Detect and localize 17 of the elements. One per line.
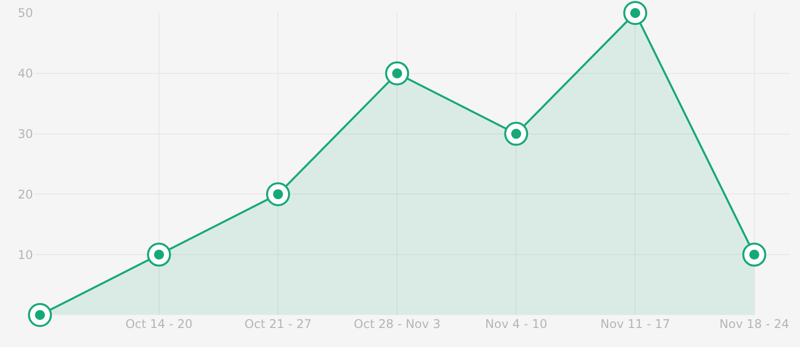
y-tick-label: 10 [18, 248, 33, 262]
y-tick-label: 40 [18, 66, 33, 81]
y-tick-label: 30 [18, 127, 33, 141]
point [147, 242, 172, 267]
x-tick-label: Nov 4 - 10 [485, 317, 548, 331]
point [504, 122, 528, 146]
point [266, 182, 290, 206]
x-tick-label: Nov 18 - 24 [719, 317, 790, 331]
x-tick-label: Oct 21 - 27 [244, 317, 312, 331]
x-tick-label: Oct 28 - Nov 3 [354, 317, 440, 331]
x-tick-label: Nov 11 - 17 [600, 317, 670, 331]
point [742, 242, 766, 267]
y-tick-label: 20 [18, 187, 33, 202]
point [385, 61, 410, 86]
y-tick-label: 50 [18, 6, 33, 20]
x-tick-label: Oct 14 - 20 [125, 317, 193, 331]
point [623, 1, 648, 25]
